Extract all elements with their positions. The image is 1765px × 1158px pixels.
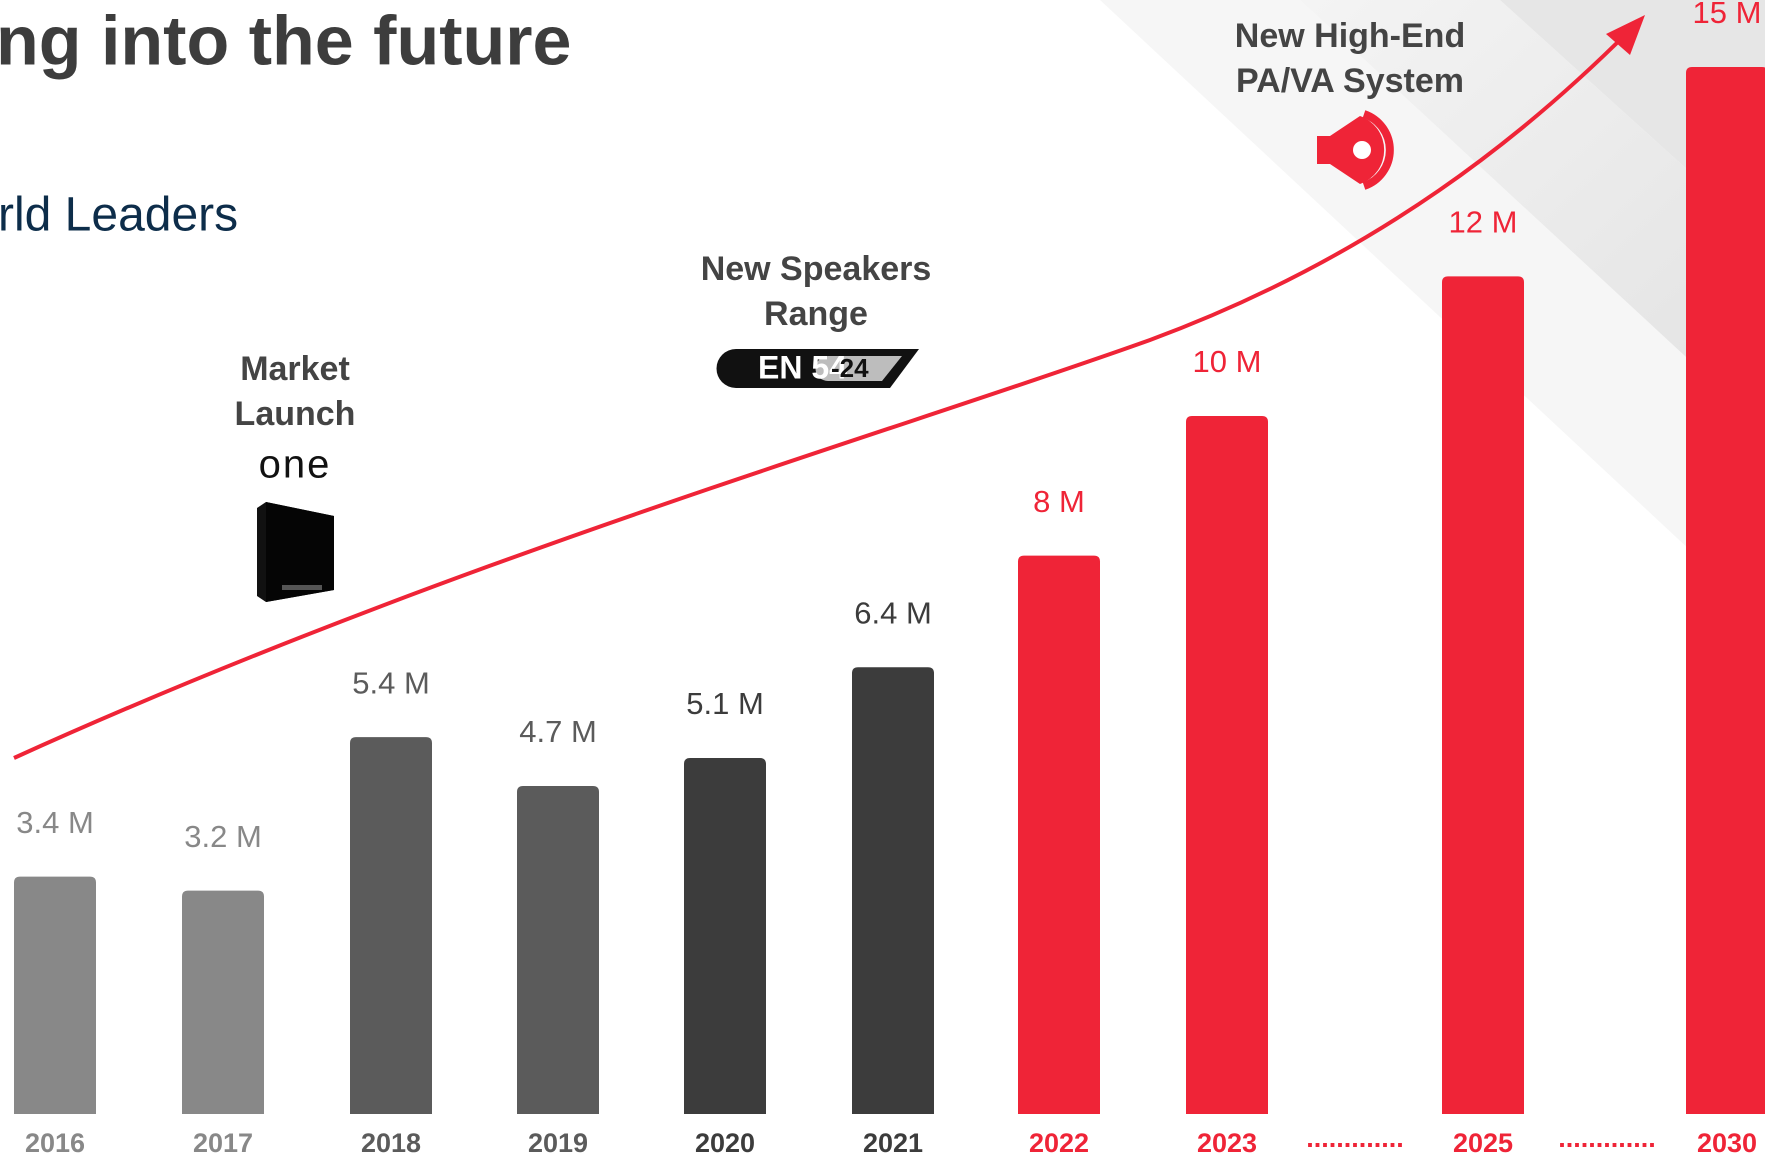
x-tick-label: 2017	[193, 1128, 253, 1158]
x-tick-label: 2021	[863, 1128, 923, 1158]
bar	[1686, 67, 1765, 1114]
value-label: 12 M	[1449, 205, 1518, 240]
annotation: New Speakers	[701, 250, 932, 288]
value-label: 3.2 M	[184, 819, 262, 854]
value-label: 5.1 M	[686, 686, 764, 721]
annotation: Market	[240, 350, 350, 388]
bar	[1442, 276, 1524, 1114]
badge-text: -24	[831, 353, 869, 383]
bar	[1186, 416, 1268, 1114]
x-tick-label: 2022	[1029, 1128, 1089, 1158]
value-label: 8 M	[1033, 484, 1085, 519]
trend-arrow	[13, 28, 1632, 760]
value-label: 6.4 M	[854, 595, 932, 630]
x-tick-label: 2019	[528, 1128, 588, 1158]
bar	[1018, 555, 1100, 1114]
value-label: 4.7 M	[519, 714, 597, 749]
bg-stripe	[1100, 0, 1765, 620]
annotation: Range	[764, 295, 868, 333]
annotation: PA/VA System	[1236, 62, 1464, 100]
chart-subtitle: rld Leaders	[0, 189, 238, 242]
value-label: 3.4 M	[16, 805, 94, 840]
x-tick-label: 2025	[1453, 1128, 1513, 1158]
x-tick-label: .............	[1306, 1123, 1404, 1153]
x-tick-label: 2016	[25, 1128, 85, 1158]
badge: EN 54 -24	[716, 349, 919, 388]
trend-arrow-head	[1606, 15, 1645, 55]
annotation: New High-End	[1235, 17, 1465, 55]
value-label: 5.4 M	[352, 665, 430, 700]
bar	[14, 876, 96, 1114]
bar	[182, 890, 264, 1114]
speaker-icon	[1317, 110, 1394, 190]
x-tick-label: 2020	[695, 1128, 755, 1158]
badge-text: EN 54	[758, 349, 847, 385]
bar	[684, 758, 766, 1114]
bg-stripe	[1300, 0, 1765, 430]
annotation: Launch	[235, 395, 356, 433]
x-tick-label: 2023	[1197, 1128, 1257, 1158]
value-label: 10 M	[1193, 344, 1262, 379]
device	[257, 502, 334, 602]
value-label: 15 M	[1693, 0, 1762, 30]
bar	[852, 667, 934, 1114]
chart-title: ng into the future	[0, 1, 571, 79]
x-tick-label: 2018	[361, 1128, 421, 1158]
x-tick-label: 2030	[1697, 1128, 1757, 1158]
x-tick-label: .............	[1558, 1123, 1656, 1153]
bar	[350, 737, 432, 1114]
bar	[517, 785, 599, 1114]
logo-text: one	[259, 443, 332, 487]
